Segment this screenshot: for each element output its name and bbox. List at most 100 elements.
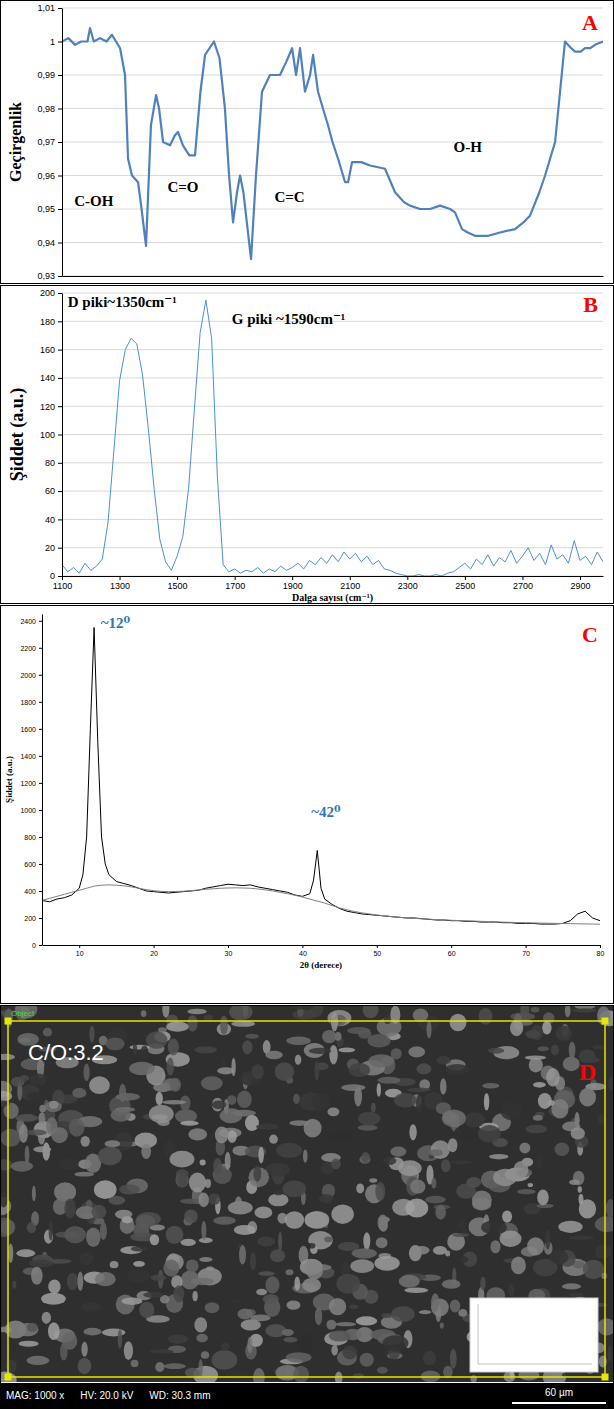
selection-handle	[602, 1018, 609, 1025]
texture	[72, 1088, 86, 1098]
tick-label: 30	[225, 950, 233, 957]
panel-frame	[1, 1006, 614, 1409]
texture	[19, 1124, 28, 1143]
texture	[327, 1107, 339, 1116]
tick-label: 400	[24, 888, 36, 895]
texture	[237, 1091, 252, 1108]
scale-bar	[512, 1402, 606, 1404]
tick-mark	[522, 576, 523, 580]
image-panel: ObjectC/O:3.2DMAG: 1000 xHV: 20.0 kVWD: …	[0, 999, 614, 1409]
texture	[181, 1270, 199, 1289]
texture	[170, 1151, 195, 1168]
tick-label: 0,96	[37, 171, 55, 181]
texture	[294, 1276, 300, 1290]
texture	[377, 1083, 381, 1097]
texture	[493, 1169, 517, 1186]
texture	[19, 1075, 29, 1081]
tick: 1500	[168, 576, 188, 591]
texture	[458, 1309, 467, 1317]
grid-line	[62, 491, 603, 492]
texture	[338, 1047, 355, 1052]
selection-handle	[5, 1018, 12, 1025]
texture	[211, 1350, 237, 1370]
texture	[399, 1275, 420, 1288]
texture	[173, 1285, 184, 1302]
tick-label: 1,01	[37, 3, 55, 13]
x-axis: 1100130015001700190021002300250027002900	[53, 576, 604, 591]
texture	[369, 1178, 377, 1182]
texture	[358, 1125, 378, 1131]
texture	[555, 1026, 572, 1041]
tick-label: 0,99	[37, 70, 55, 80]
annotation: G piki ~1590cm⁻¹	[232, 311, 346, 327]
texture	[307, 1243, 316, 1249]
texture	[208, 1193, 220, 1205]
tick-mark	[58, 435, 62, 436]
info-bar	[0, 1383, 614, 1409]
tick-label: 60	[45, 486, 55, 496]
texture	[479, 1008, 493, 1025]
texture	[143, 1292, 164, 1298]
texture	[324, 1237, 332, 1243]
texture	[189, 1172, 206, 1192]
texture	[94, 1180, 117, 1199]
texture	[220, 1108, 243, 1123]
texture	[49, 1221, 53, 1241]
texture	[201, 1221, 206, 1240]
texture	[124, 1341, 133, 1360]
texture	[203, 1015, 213, 1022]
y-axis: 020406080100120140160180200	[40, 288, 63, 581]
tick-mark	[451, 945, 452, 948]
tick: 0	[32, 942, 42, 949]
tick-mark	[580, 576, 581, 580]
texture	[598, 1318, 614, 1335]
texture	[394, 1093, 417, 1108]
tick: 100	[40, 430, 62, 440]
texture	[525, 1055, 546, 1059]
tick-mark	[228, 945, 229, 948]
texture	[64, 1226, 86, 1243]
texture	[118, 1329, 122, 1348]
tick-mark	[120, 576, 121, 580]
texture	[231, 1021, 255, 1027]
texture	[167, 1058, 174, 1076]
texture	[59, 1158, 80, 1170]
tick-mark	[58, 209, 62, 210]
texture	[84, 1063, 90, 1081]
annotation: C-OH	[74, 193, 113, 209]
texture	[48, 1322, 60, 1340]
tick-label: 200	[24, 915, 36, 922]
tick: 140	[40, 373, 62, 383]
selection-frame	[8, 1021, 605, 1377]
texture	[428, 1149, 443, 1156]
texture	[77, 1272, 83, 1292]
texture	[0, 1090, 12, 1102]
tick: 2100	[340, 576, 360, 591]
tick-mark	[58, 109, 62, 110]
tick-mark	[58, 176, 62, 177]
texture	[597, 1114, 604, 1125]
texture	[578, 1194, 583, 1205]
texture	[533, 1115, 543, 1121]
texture	[283, 1180, 307, 1197]
texture	[597, 1006, 610, 1025]
texture	[445, 1064, 469, 1075]
texture	[441, 1159, 451, 1172]
texture	[286, 1352, 312, 1362]
tick-label: 40	[299, 950, 307, 957]
tick-mark	[39, 621, 42, 622]
texture	[135, 1215, 155, 1228]
texture	[111, 1108, 131, 1121]
texture	[19, 1341, 39, 1347]
texture	[198, 1359, 202, 1377]
tick-label: 1	[50, 37, 55, 47]
texture	[569, 1041, 576, 1058]
texture	[358, 1112, 381, 1126]
tick-label: 600	[24, 861, 36, 868]
texture	[181, 1239, 196, 1246]
texture	[391, 1306, 415, 1322]
texture	[292, 1010, 317, 1020]
texture	[231, 1058, 235, 1076]
texture	[419, 1310, 432, 1314]
tick: 80	[45, 458, 62, 468]
